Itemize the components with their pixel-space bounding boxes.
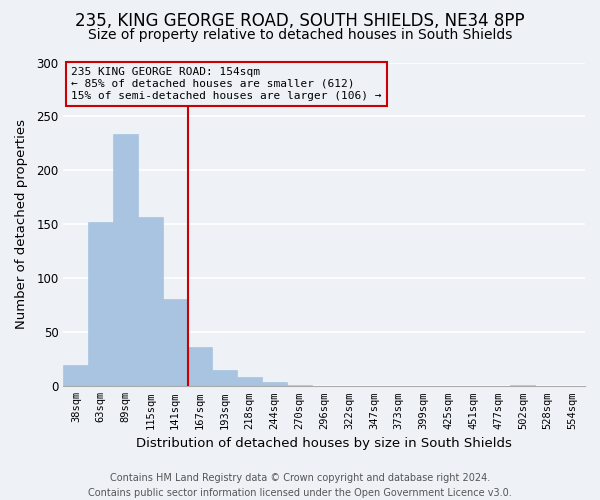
Bar (163, 299, 188, 386)
Text: Size of property relative to detached houses in South Shields: Size of property relative to detached ho… (88, 28, 512, 42)
Bar (212, 370, 237, 386)
Bar (237, 376, 262, 386)
Text: 235, KING GEORGE ROAD, SOUTH SHIELDS, NE34 8PP: 235, KING GEORGE ROAD, SOUTH SHIELDS, NE… (75, 12, 525, 30)
Bar (262, 382, 287, 386)
Text: 235 KING GEORGE ROAD: 154sqm
← 85% of detached houses are smaller (612)
15% of s: 235 KING GEORGE ROAD: 154sqm ← 85% of de… (71, 68, 382, 100)
Bar (511, 385, 535, 386)
Bar (88, 222, 113, 386)
Bar (64, 364, 88, 386)
Bar (138, 217, 163, 386)
Bar (113, 134, 138, 386)
Bar (188, 348, 212, 387)
Bar (287, 385, 312, 386)
Y-axis label: Number of detached properties: Number of detached properties (15, 120, 28, 330)
X-axis label: Distribution of detached houses by size in South Shields: Distribution of detached houses by size … (136, 437, 512, 450)
Text: Contains HM Land Registry data © Crown copyright and database right 2024.
Contai: Contains HM Land Registry data © Crown c… (88, 472, 512, 498)
